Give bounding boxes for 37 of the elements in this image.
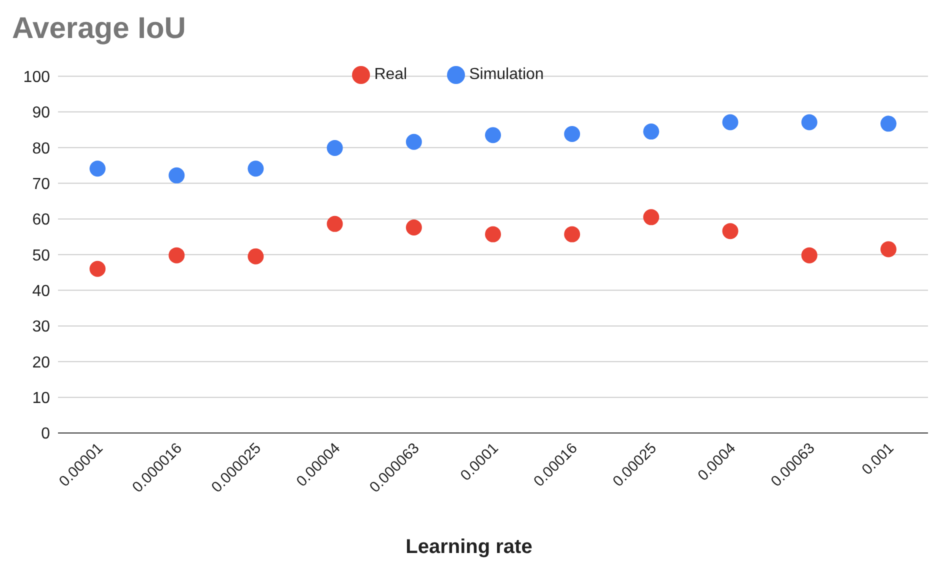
point [485, 226, 501, 242]
chart-title: Average IoU [12, 12, 186, 46]
y-tick-label: 0 [41, 426, 50, 443]
x-axis-title: Learning rate [404, 536, 534, 559]
point [168, 247, 185, 264]
y-tick-label: 100 [23, 68, 50, 86]
y-tick-label: 50 [32, 247, 50, 264]
point [880, 241, 896, 258]
y-tick-label: 90 [32, 104, 50, 122]
y-tick-label: 10 [32, 390, 50, 408]
y-tick-label: 60 [32, 212, 50, 229]
point [168, 167, 185, 184]
y-tick-label: 80 [32, 140, 50, 158]
point [406, 220, 422, 236]
point [485, 127, 501, 144]
point [801, 114, 818, 130]
point [406, 134, 422, 150]
point [90, 160, 106, 177]
point [722, 114, 738, 130]
point [90, 260, 106, 277]
point [564, 126, 580, 142]
point [643, 209, 660, 226]
point [326, 140, 343, 156]
point [326, 216, 343, 232]
y-tick-label: 30 [32, 318, 50, 336]
y-tick-label: 70 [32, 176, 50, 193]
legend-label: Real [374, 66, 408, 84]
legend-label: Simulation [469, 66, 544, 84]
y-tick-label: 40 [32, 282, 50, 300]
point [880, 116, 896, 132]
point [248, 160, 264, 177]
point [564, 226, 580, 242]
point [722, 223, 738, 240]
point [801, 247, 818, 264]
point [643, 124, 660, 140]
point [248, 248, 264, 264]
y-tick-label: 20 [32, 354, 50, 372]
